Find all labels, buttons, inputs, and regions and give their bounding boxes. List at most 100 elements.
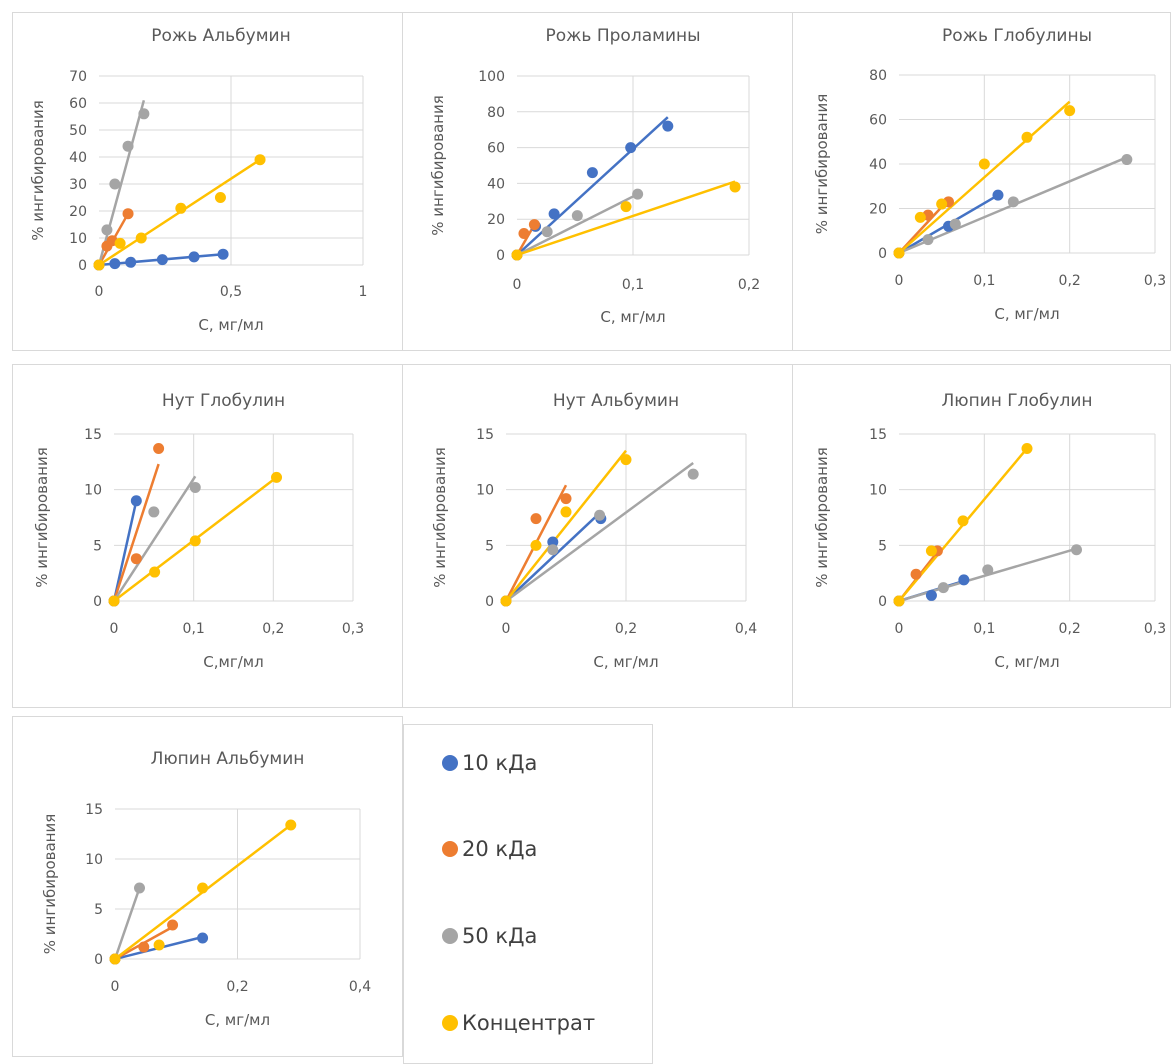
data-point-10-кда [662,120,674,132]
x-tick-label: 0,2 [1059,621,1081,637]
x-tick-label: 0 [895,273,904,289]
data-point-50-кда [122,140,134,152]
data-point-50-кда [949,218,961,230]
data-point-50-кда [571,210,583,222]
data-point-концентрат [893,595,905,607]
x-axis-label: C, мг/мл [600,308,665,326]
data-point-концентрат [925,545,937,557]
x-tick-label: 0 [513,277,522,293]
x-tick-label: 0,2 [226,979,248,995]
trendline-10-кда [505,511,602,602]
data-point-50-кда [1070,544,1082,556]
chart-title: Люпин Альбумин [151,749,305,769]
data-point-концентрат [285,819,297,831]
data-point-концентрат [149,566,161,578]
data-point-50-кда [937,582,949,594]
data-point-10-кда [197,932,209,944]
y-tick-label: 50 [69,123,87,139]
x-tick-label: 0,2 [738,277,760,293]
data-point-50-кда [541,226,553,238]
x-tick-label: 0,2 [615,621,637,637]
x-tick-label: 0,1 [973,273,995,289]
data-point-10-кда [109,258,121,270]
data-point-концентрат [936,198,948,210]
y-tick-label: 10 [69,231,87,247]
x-tick-label: 0 [895,621,904,637]
trendline-концентрат [898,100,1071,254]
data-point-50-кда [982,564,994,576]
data-point-10-кда [925,589,937,601]
data-point-концентрат [1021,442,1033,454]
legend-marker-10kda [442,755,458,771]
data-point-концентрат [175,202,187,214]
data-point-10-кда [547,536,559,548]
chart-svg-rye-albumin: Рожь Альбумин 0 10 20 30 40 50 60 70 0 0,5 1 C, мг/м… [29,26,368,334]
legend-item-50kda: 50 кДа [442,924,537,948]
chart-svg-rye-globulins: Рожь Глобулины 0 20 40 60 80 0 0,1 0,2 0,3 C, мг/м… [813,26,1166,323]
data-point-50-кда [1121,154,1133,166]
data-point-концентрат [135,232,147,244]
y-tick-label: 0 [78,258,87,274]
legend-item-concentrate: Концентрат [442,1011,595,1035]
data-point-50-кда [189,481,201,493]
y-tick-label: 40 [69,150,87,166]
data-point-50-кда [547,544,559,556]
chart-title: Рожь Альбумин [151,26,290,46]
data-point-50-кда [594,509,606,521]
y-tick-label: 5 [485,538,494,554]
x-tick-label: 1 [359,284,368,300]
trendline-50-кда [112,475,197,602]
y-axis-label: % ингибирования [29,100,47,241]
data-point-50-кда [148,506,160,518]
data-point-концентрат [620,454,632,466]
y-axis-label: % ингибирования [429,95,447,236]
data-point-концентрат [957,515,969,527]
x-tick-label: 0 [111,979,120,995]
legend-item-20kda: 20 кДа [442,837,537,861]
data-point-концентрат [530,539,542,551]
data-point-10-кда [156,254,168,266]
data-point-50-кда [687,468,699,480]
y-tick-label: 60 [69,96,87,112]
data-point-50-кда [138,108,150,120]
y-axis-label: % ингибирования [431,447,449,588]
y-tick-label: 15 [476,427,494,443]
data-point-концентрат [914,211,926,223]
y-axis-label: % ингибирования [813,447,831,588]
y-tick-label: 20 [69,204,87,220]
y-tick-label: 15 [869,427,887,443]
trendline-10-кда [112,500,138,602]
data-point-20-кда [130,553,142,565]
data-point-концентрат [729,181,741,193]
y-tick-label: 15 [84,427,102,443]
x-tick-label: 0 [110,621,119,637]
y-tick-label: 80 [869,68,887,84]
y-tick-label: 20 [869,202,887,218]
chart-svg-rye-prolamins: Рожь Проламины 0 20 40 60 80 100 0 0,1 0,2 C, мг/м… [429,26,760,326]
y-tick-label: 0 [878,246,887,262]
data-point-концентрат [560,506,572,518]
x-tick-label: 0,2 [1059,273,1081,289]
data-point-концентрат [114,237,126,249]
chart-svg-chickpea-albumin: Нут Альбумин 0 5 10 15 0 0,2 0,4 C, мг/мл % ингиб… [431,391,757,671]
data-point-концентрат [500,595,512,607]
y-tick-label: 80 [487,105,505,121]
x-tick-label: 0,4 [349,979,371,995]
data-point-20-кда [518,228,530,240]
data-point-концентрат [214,192,226,203]
x-tick-label: 0,3 [1144,621,1166,637]
data-point-концентрат [1064,105,1076,117]
data-point-концентрат [1021,131,1033,143]
y-axis-label: % ингибирования [813,94,831,235]
data-point-концентрат [978,158,990,170]
x-axis-label: C,мг/мл [203,653,263,671]
data-point-50-кда [134,882,145,894]
y-tick-label: 0 [496,248,505,264]
data-point-20-кда [122,208,134,220]
data-point-10-кда [188,251,200,263]
chart-title: Рожь Глобулины [942,26,1092,46]
trendline-50-кда [113,887,141,960]
chart-panel-lupin-albumin: Люпин Альбумин 0 5 10 15 0 0,2 0,4 C, мг/мл % инг… [12,716,403,1057]
y-tick-label: 10 [85,852,103,868]
data-point-20-кда [560,493,572,505]
